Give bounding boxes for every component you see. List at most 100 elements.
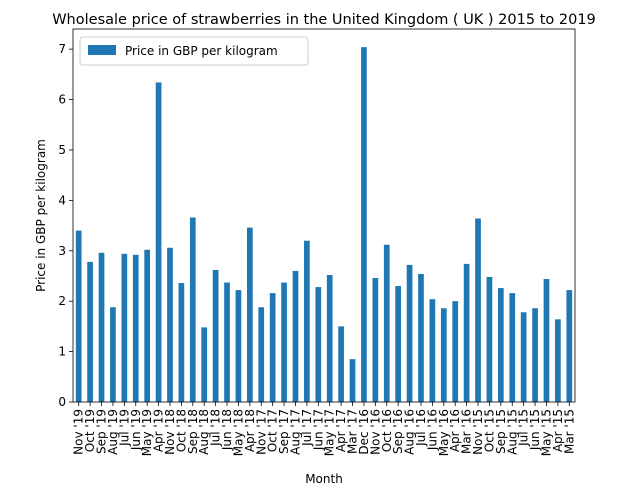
bar-34 [463,263,470,402]
bar-8 [167,247,173,402]
x-tick-label-20: Jul '17 [300,409,314,447]
bar-36 [486,276,493,402]
y-tick-label-3: 3 [58,244,66,258]
x-tick-label-21: Jun '17 [311,409,325,451]
bar-10 [189,217,196,402]
bar-23 [338,326,344,402]
x-tick-label-14: May '18 [231,409,245,456]
x-tick-label-27: Oct '16 [380,409,394,452]
x-tick-label-39: Jul '15 [517,409,531,447]
bar-16 [258,307,265,402]
bar-2 [98,252,105,402]
bar-11 [201,327,208,402]
x-tick-label-0: Nov '19 [72,409,86,455]
x-tick-label-6: May '19 [140,409,154,456]
x-tick-label-38: Aug '15 [505,409,519,455]
bar-43 [566,290,573,402]
bar-35 [475,218,481,402]
bar-19 [292,270,299,402]
bar-21 [315,287,322,402]
bar-14 [235,290,242,402]
x-tick-label-9: Oct '18 [174,409,188,452]
bar-12 [212,269,219,402]
x-tick-label-13: Jun '18 [220,409,234,451]
x-tick-label-32: May '16 [437,409,451,456]
legend-label: Price in GBP per kilogram [125,44,278,58]
x-tick-label-19: Aug '17 [288,409,302,455]
x-tick-label-16: Nov '17 [254,409,268,455]
x-tick-label-17: Oct '17 [266,409,280,452]
x-tick-label-31: Jun '16 [425,409,439,451]
bar-32 [440,308,447,402]
x-tick-label-41: May '15 [539,409,553,456]
y-tick-label-4: 4 [58,193,66,207]
bar-6 [144,249,151,402]
x-tick-label-33: Apr '16 [448,409,462,452]
x-axis-label: Month [305,472,343,486]
bar-18 [281,282,287,402]
x-tick-label-26: Nov '16 [368,409,382,455]
x-tick-label-22: May '17 [323,409,337,456]
bar-4 [121,253,128,402]
bar-42 [555,319,561,402]
bar-17 [269,293,276,402]
x-tick-label-11: Aug '18 [197,409,211,455]
x-tick-label-18: Sep '17 [277,409,291,454]
bar-41 [543,279,550,402]
x-tick-label-36: Oct '15 [482,409,496,452]
bar-0 [75,230,82,402]
bar-24 [349,359,356,402]
bar-15 [246,227,253,402]
x-tick-label-25: Dec '16 [357,409,371,455]
x-tick-label-34: Mar '16 [460,409,474,454]
bar-group [75,47,573,403]
bar-20 [304,240,310,402]
bar-22 [326,274,333,402]
x-tick-label-23: Apr '17 [334,409,348,452]
chart-title: Wholesale price of strawberries in the U… [52,12,596,28]
x-tick-label-7: Apr '19 [152,409,166,452]
x-tick-label-42: Apr '15 [551,409,565,452]
x-tick-label-24: Mar '17 [346,409,360,454]
bar-3 [110,307,116,402]
x-tick-label-2: Sep '19 [95,409,109,454]
bar-38 [509,293,516,402]
x-tick-label-4: Jul '19 [117,409,131,447]
bar-31 [429,299,436,402]
bar-7 [155,82,162,403]
bar-37 [497,288,504,402]
x-tick-label-29: Aug '16 [403,409,417,455]
x-tick-label-37: Sep '15 [494,409,508,454]
x-tick-label-43: Mar '15 [562,409,576,454]
bar-26 [372,278,379,402]
x-tick-label-3: Aug '19 [106,409,120,455]
bar-13 [224,282,230,402]
y-tick-label-2: 2 [58,294,66,308]
y-tick-label-0: 0 [58,395,66,409]
plot-frame [72,28,576,403]
bar-25 [361,47,367,403]
y-tick-label-6: 6 [58,93,66,107]
y-tick-label-7: 7 [58,42,66,56]
x-tick-label-5: Jun '19 [129,409,143,451]
y-tick-label-5: 5 [58,143,66,157]
legend-box [79,36,309,66]
bar-9 [178,283,185,402]
bar-27 [383,244,390,402]
x-tick-label-12: Jul '18 [209,409,223,447]
bar-5 [132,254,139,402]
x-tick-label-1: Oct '19 [83,409,97,452]
x-tick-label-15: Apr '18 [243,409,257,452]
bar-33 [452,301,459,402]
bar-29 [406,264,413,402]
bar-30 [418,273,424,402]
x-tick-label-10: Sep '18 [186,409,200,454]
y-axis-label: Price in GBP per kilogram [34,139,48,292]
y-tick-label-1: 1 [58,345,66,359]
x-tick-label-30: Jul '16 [414,409,428,447]
bar-28 [395,286,402,402]
legend-swatch [88,45,116,55]
bar-1 [87,261,93,402]
bar-39 [520,312,527,402]
